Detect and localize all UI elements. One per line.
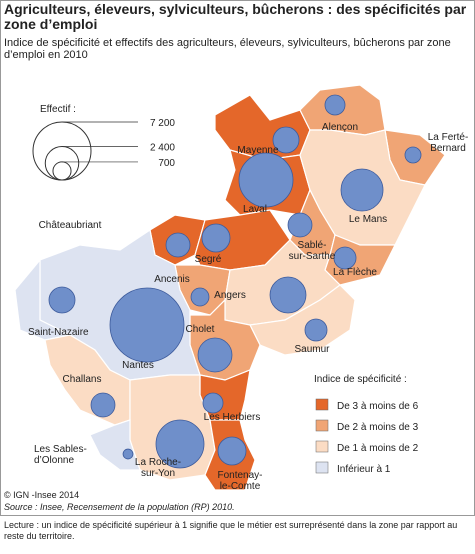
effectif-bubble [333, 246, 357, 270]
line: reste du territoire. [4, 531, 75, 541]
zone-label: Laval [243, 204, 267, 215]
title: Agriculteurs, éleveurs, sylviculteurs, b… [4, 1, 467, 32]
zone-label: La Flèche [333, 267, 377, 278]
effectif-bubble [217, 436, 247, 466]
zone-label: Challans [63, 374, 102, 385]
zone-area [249, 284, 356, 356]
line: Agriculteurs, éleveurs, sylviculteurs, b… [4, 1, 467, 17]
legend-swatch [315, 419, 329, 432]
line: Lecture : un indice de spécificité supér… [4, 520, 457, 530]
subtitle: Indice de spécificité et effectifs des a… [4, 37, 451, 61]
size-legend-label: 7 200 [150, 118, 175, 129]
effectif-bubble [90, 392, 116, 418]
effectif-bubble [197, 337, 233, 373]
zone-label: Alençon [322, 122, 358, 133]
size-legend-label: 2 400 [150, 143, 175, 154]
class-legend-label: Inférieur à 1 [337, 464, 391, 475]
zone-label: le-Comte [220, 481, 261, 492]
effectif-bubble [48, 286, 76, 314]
zone-label: La Roche- [135, 457, 181, 468]
credit: © IGN -Insee 2014 [4, 490, 79, 500]
effectif-bubble [155, 419, 205, 469]
effectif-bubble [190, 287, 210, 307]
zone-label: Les Herbiers [204, 412, 261, 423]
line: Indice de spécificité et effectifs des a… [4, 37, 451, 49]
effectif-bubble [287, 212, 313, 238]
effectif-bubble [122, 448, 134, 460]
class-legend-label: De 2 à moins de 3 [337, 422, 419, 433]
footnote: Lecture : un indice de spécificité supér… [4, 520, 457, 541]
zone-label: La Ferté- [428, 132, 469, 143]
legend-swatch [315, 398, 329, 411]
effectif-bubble [202, 392, 224, 414]
size-legend-title: Effectif : [40, 104, 76, 115]
size-legend-label: 700 [158, 158, 175, 169]
line: d’emploi en 2010 [4, 49, 88, 61]
class-legend-label: De 1 à moins de 2 [337, 443, 419, 454]
zone-label: Les Sables- [34, 444, 87, 455]
zone-label: sur-Yon [141, 468, 175, 479]
zone-label: Nantes [122, 360, 154, 371]
line: zone d’emploi [4, 16, 97, 32]
effectif-bubble [272, 126, 300, 154]
zone-label: Segré [195, 254, 222, 265]
zone-label: Bernard [430, 143, 466, 154]
effectif-bubble [340, 168, 384, 212]
zone-label: Angers [214, 290, 246, 301]
effectif-bubble [404, 146, 422, 164]
zone-label: sur-Sarthe [289, 251, 336, 262]
effectif-bubble [304, 318, 328, 342]
effectif-bubble [238, 152, 294, 208]
zone-label: Saint-Nazaire [28, 327, 89, 338]
effectif-bubble [324, 94, 346, 116]
zone-label: Mayenne [237, 145, 279, 156]
zone-label: Ancenis [154, 274, 190, 285]
class-legend-title: Indice de spécificité : [314, 374, 407, 385]
zone-label: Sablé- [298, 240, 327, 251]
effectif-bubble [201, 223, 231, 253]
zone-label: Châteaubriant [39, 220, 102, 231]
effectif-bubble [165, 232, 191, 258]
effectif-bubble [269, 276, 307, 314]
zone-label: Le Mans [349, 214, 387, 225]
effectif-bubble [109, 287, 185, 363]
class-legend-label: De 3 à moins de 6 [337, 401, 419, 412]
source: Source : Insee, Recensement de la popula… [4, 502, 235, 512]
overlay: Agriculteurs, éleveurs, sylviculteurs, b… [4, 1, 468, 541]
legend-swatch [315, 461, 329, 474]
zone-label: d’Olonne [34, 455, 74, 466]
zone-label: Fontenay- [217, 470, 262, 481]
legend-swatch [315, 440, 329, 453]
zone-label: Cholet [186, 324, 215, 335]
zone-label: Saumur [294, 344, 330, 355]
